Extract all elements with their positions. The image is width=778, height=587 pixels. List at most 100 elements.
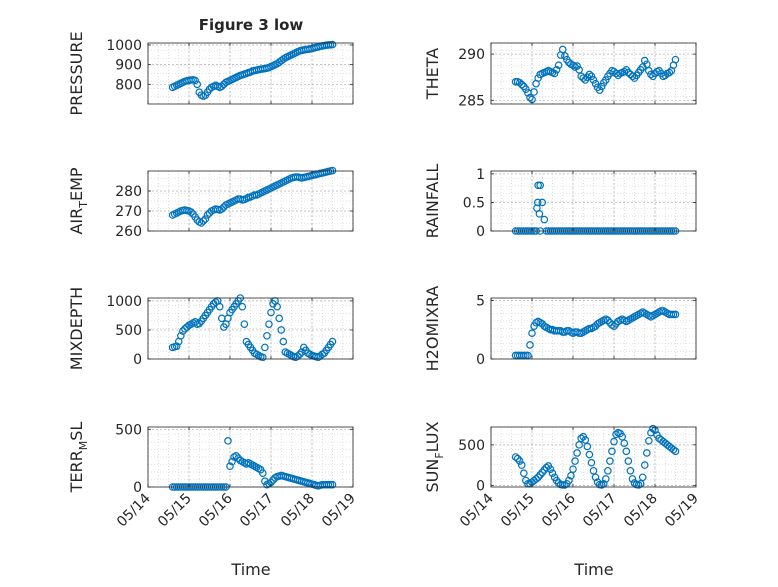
data-point: [201, 215, 210, 223]
data-point: [552, 66, 561, 74]
y-tick-label: 800: [115, 77, 142, 93]
data-point: [620, 439, 629, 448]
data-point: [526, 93, 534, 102]
data-point: [187, 208, 195, 216]
data-point: [558, 45, 567, 54]
data-point: [328, 40, 337, 49]
y-axis-label: PRESSURE: [67, 31, 86, 115]
axes-box: [147, 426, 354, 488]
data-point: [606, 457, 614, 465]
data-point: [179, 327, 187, 335]
data-point: [203, 211, 212, 219]
axes-box: [490, 170, 697, 232]
x-axis-label-left: Time: [230, 560, 270, 579]
data-point: [647, 70, 655, 79]
data-point: [538, 198, 547, 207]
data-point: [519, 469, 528, 478]
figure-title: Figure 3 low: [199, 16, 304, 34]
y-tick-label: 5: [476, 293, 485, 309]
data-point: [645, 436, 653, 445]
data-point: [669, 310, 678, 319]
data-point: [517, 461, 526, 469]
x-axis-label-right: Time: [573, 560, 613, 579]
y-tick-label: 900: [115, 58, 142, 74]
data-point: [540, 215, 549, 224]
data-point: [238, 302, 247, 311]
data-point: [573, 62, 581, 70]
data-point: [328, 337, 337, 346]
data-point: [218, 82, 226, 91]
data-point: [610, 322, 618, 330]
y-axis-label: MIXDEPTH: [67, 287, 86, 370]
y-axis-label: SUNFLUX: [423, 421, 446, 492]
data-point: [591, 79, 600, 88]
data-point: [226, 462, 234, 471]
data-point: [671, 310, 680, 319]
data-point: [548, 469, 557, 478]
axes-box: [490, 297, 697, 360]
data-point: [263, 331, 271, 340]
axes-box: [147, 170, 354, 232]
axes-box: [147, 42, 354, 105]
data-point: [542, 463, 551, 472]
data-point: [601, 475, 610, 483]
data-point: [267, 308, 275, 317]
data-point: [628, 72, 637, 81]
data-point: [193, 80, 202, 89]
data-point: [669, 445, 678, 454]
data-point: [595, 86, 604, 94]
data-point: [608, 447, 616, 456]
data-point: [618, 432, 627, 441]
data-point: [642, 60, 651, 69]
data-point: [511, 453, 520, 461]
data-point: [513, 454, 522, 463]
data-point: [511, 78, 520, 86]
data-point: [573, 449, 581, 457]
data-point: [195, 319, 204, 328]
y-tick-label: 0.5: [463, 195, 485, 211]
data-point: [587, 458, 596, 467]
data-point: [546, 465, 555, 473]
data-point: [601, 76, 610, 84]
data-point: [215, 302, 224, 311]
data-point: [191, 76, 199, 85]
data-point: [626, 466, 635, 475]
data-point: [258, 353, 267, 362]
data-point: [277, 326, 286, 334]
data-point: [665, 68, 674, 77]
data-point: [258, 469, 267, 477]
y-tick-label: 500: [115, 422, 142, 438]
data-point: [536, 181, 545, 190]
data-point: [534, 181, 542, 190]
data-point: [645, 66, 653, 75]
data-point: [554, 61, 563, 69]
data-point: [604, 316, 612, 325]
subplot-6: 0 5 H2OMIXRA: [423, 286, 697, 371]
data-point: [589, 466, 598, 475]
subplot-1: 800 900 1000 PRESSURE: [67, 31, 354, 116]
data-point: [642, 449, 651, 457]
data-point: [577, 434, 586, 443]
data-point: [532, 475, 540, 483]
data-point: [620, 67, 629, 76]
data-point: [622, 447, 631, 456]
data-point: [647, 428, 655, 437]
subplot-4: 0 0.5 1 RAINFALL: [423, 164, 697, 240]
data-point: [326, 480, 335, 489]
data-point: [591, 473, 600, 482]
data-point: [565, 476, 573, 485]
y-tick-label: 0: [476, 352, 485, 368]
data-point: [328, 480, 337, 489]
data-point: [579, 74, 588, 82]
subplot-3: 260 270 280 AIRTEMP: [67, 166, 354, 240]
data-point: [571, 457, 579, 465]
data-point: [667, 310, 676, 319]
data-point: [232, 452, 240, 460]
data-point: [199, 217, 208, 225]
y-tick-label: 1000: [106, 294, 142, 310]
data-point: [671, 55, 680, 64]
data-point: [575, 441, 583, 449]
data-point: [515, 78, 524, 87]
data-point: [534, 74, 542, 82]
